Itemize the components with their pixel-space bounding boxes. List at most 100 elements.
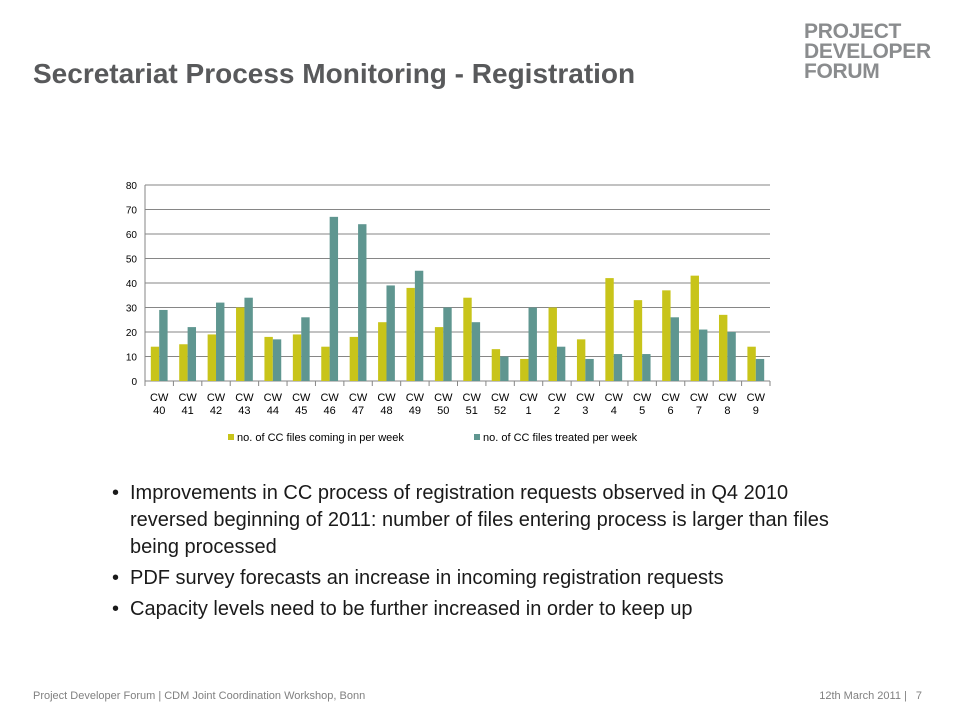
bar-treated [642, 354, 651, 381]
x-tick-label: CW [519, 392, 538, 404]
x-tick-label: CW [463, 392, 482, 404]
bar-incoming [463, 297, 472, 381]
bar-treated [670, 317, 679, 381]
project-developer-forum-logo: PROJECT DEVELOPER FORUM [804, 20, 931, 83]
x-tick-label: 3 [582, 405, 588, 417]
y-tick-label: 30 [126, 304, 138, 315]
bar-incoming [662, 290, 671, 381]
x-tick-label: 47 [352, 405, 364, 417]
bar-incoming [207, 334, 217, 381]
logo-line-3: FORUM [804, 60, 880, 83]
x-tick-label: CW [491, 392, 510, 404]
bar-incoming [690, 275, 699, 381]
bar-treated [471, 322, 481, 381]
x-tick-label: CW [292, 392, 311, 404]
x-tick-label: 9 [753, 405, 759, 417]
x-tick-label: CW [548, 392, 567, 404]
bar-incoming [406, 287, 415, 381]
footer-date: 12th March 2011 | [819, 690, 907, 702]
bar-treated [755, 358, 765, 381]
bar-treated [272, 339, 282, 381]
bar-treated [727, 332, 736, 381]
bar-treated [500, 356, 509, 381]
x-tick-label: 8 [724, 405, 730, 417]
bar-treated [301, 317, 310, 381]
footer-event-text: Project Developer Forum | CDM Joint Coor… [33, 690, 366, 702]
bar-incoming [633, 300, 643, 381]
x-tick-label: CW [320, 392, 339, 404]
bar-incoming [434, 327, 444, 381]
y-tick-label: 20 [126, 328, 138, 339]
x-tick-label: 4 [611, 405, 617, 417]
bullet-item: Capacity levels need to be further incre… [112, 596, 832, 623]
y-tick-label: 70 [126, 206, 138, 217]
bar-treated [187, 327, 197, 381]
bar-incoming [747, 346, 756, 381]
x-tick-label: CW [576, 392, 595, 404]
legend-swatch [228, 434, 234, 440]
y-tick-label: 80 [126, 181, 138, 192]
legend-label: no. of CC files treated per week [483, 432, 638, 444]
x-tick-label: 41 [181, 405, 193, 417]
x-tick-label: CW [605, 392, 624, 404]
x-tick-label: 44 [267, 405, 279, 417]
bullet-item: PDF survey forecasts an increase in inco… [112, 565, 832, 592]
x-tick-label: 51 [466, 405, 478, 417]
y-tick-label: 50 [126, 255, 138, 266]
x-tick-label: CW [349, 392, 368, 404]
bar-incoming [520, 358, 529, 381]
y-tick-label: 40 [126, 279, 138, 290]
x-tick-label: 2 [554, 405, 560, 417]
bar-treated [329, 216, 339, 381]
bar-treated [159, 309, 168, 381]
bar-incoming [349, 336, 359, 381]
x-tick-label: 50 [437, 405, 449, 417]
slide-title: Secretariat Process Monitoring - Registr… [33, 58, 636, 89]
y-tick-label: 0 [131, 377, 137, 388]
x-tick-label: CW [633, 392, 652, 404]
bar-treated [414, 270, 424, 381]
x-tick-label: 6 [668, 405, 674, 417]
y-tick-label: 60 [126, 230, 138, 241]
bullet-list: Improvements in CC process of registrati… [112, 480, 832, 627]
bar-treated [613, 354, 623, 381]
bar-treated [386, 285, 395, 381]
bar-treated [244, 297, 253, 381]
legend-swatch [474, 434, 480, 440]
bar-treated [358, 224, 367, 381]
x-tick-label: CW [207, 392, 226, 404]
x-tick-label: CW [747, 392, 766, 404]
x-tick-label: CW [406, 392, 425, 404]
bar-treated [698, 329, 708, 381]
bar-incoming [150, 346, 160, 381]
bar-incoming [718, 314, 728, 381]
x-tick-label: 45 [295, 405, 307, 417]
bar-incoming [292, 334, 302, 381]
bar-incoming [576, 339, 586, 381]
x-tick-label: 43 [238, 405, 250, 417]
bullet-item: Improvements in CC process of registrati… [112, 480, 832, 561]
x-tick-label: CW [264, 392, 283, 404]
legend-label: no. of CC files coming in per week [237, 432, 404, 444]
bar-treated [585, 358, 594, 381]
bar-incoming [378, 322, 387, 381]
x-tick-label: 5 [639, 405, 645, 417]
bar-treated [556, 346, 566, 381]
bar-treated [443, 307, 452, 381]
logo-line-1: PROJECT [804, 20, 902, 43]
x-tick-label: 48 [380, 405, 392, 417]
x-tick-label: 52 [494, 405, 506, 417]
bar-incoming [491, 349, 501, 381]
bar-incoming [264, 336, 273, 381]
bar-incoming [605, 278, 614, 381]
x-tick-label: CW [178, 392, 197, 404]
x-tick-label: CW [661, 392, 680, 404]
registration-bar-chart: 01020304050607080CW40CW41CW42CW43CW44CW4… [126, 181, 771, 444]
bar-treated [528, 307, 537, 381]
page-number: 7 [915, 690, 922, 702]
bar-incoming [179, 344, 188, 381]
x-tick-label: 7 [696, 405, 702, 417]
footer-date-page: 12th March 2011 | 7 [819, 690, 922, 702]
x-tick-label: 49 [409, 405, 421, 417]
bar-incoming [321, 346, 330, 381]
